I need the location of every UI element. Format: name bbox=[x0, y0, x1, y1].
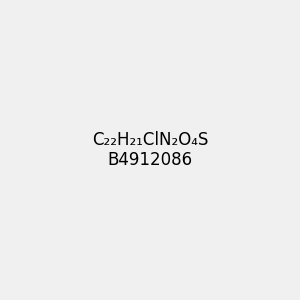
Text: C₂₂H₂₁ClN₂O₄S
B4912086: C₂₂H₂₁ClN₂O₄S B4912086 bbox=[92, 130, 208, 170]
